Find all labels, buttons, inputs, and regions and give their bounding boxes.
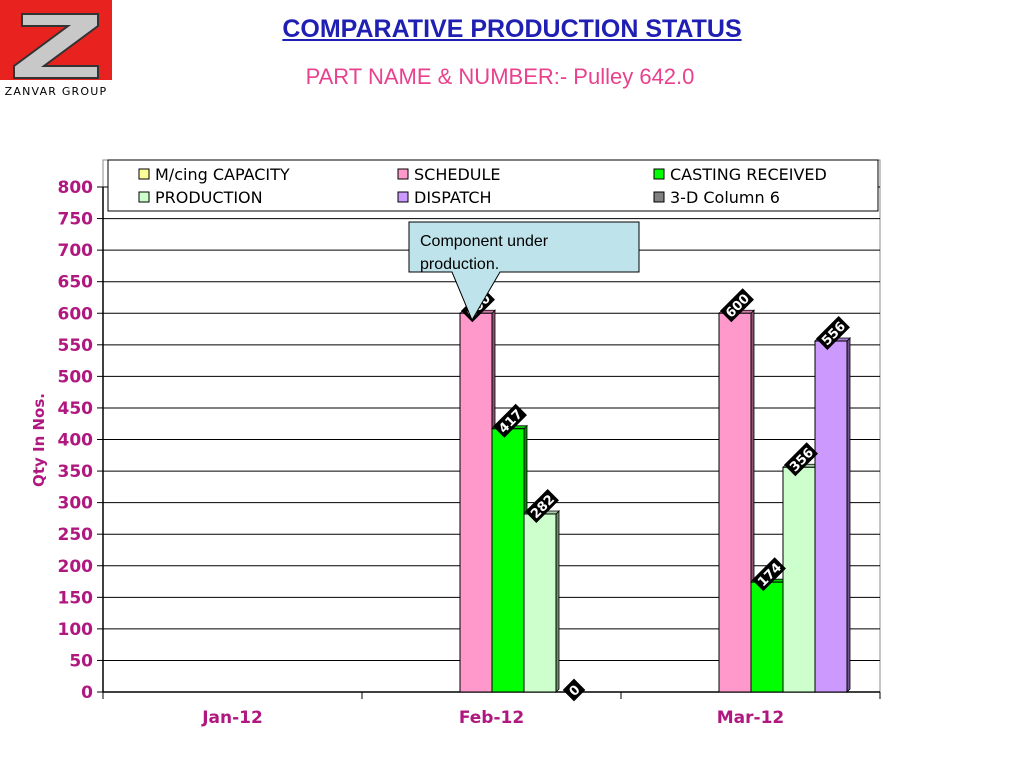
logo-band	[0, 80, 112, 100]
x-tick-label: Feb-12	[459, 708, 524, 728]
z-mark-icon	[13, 13, 99, 79]
x-axis: Jan-12 Feb-12 Mar-12	[102, 691, 881, 728]
callout-text: Component under production.	[420, 233, 549, 273]
y-tick-label: 500	[58, 367, 94, 387]
data-label-box	[525, 489, 559, 523]
bar	[814, 340, 848, 693]
y-axis-label: Qty In Nos.	[30, 393, 48, 487]
legend-label: 3-D Column 6	[670, 188, 780, 207]
legend-label: PRODUCTION	[155, 188, 263, 207]
legend-label: M/cing CAPACITY	[155, 165, 290, 184]
y-tick-label: 350	[58, 462, 94, 482]
bar	[750, 581, 784, 693]
y-tick-label: 550	[58, 336, 94, 356]
legend-swatch	[653, 168, 665, 180]
y-tick-label: 250	[58, 525, 94, 545]
legend-box	[107, 159, 879, 212]
y-tick-label: 0	[81, 683, 93, 703]
y-tick-label: 750	[58, 210, 94, 230]
y-tick-label: 300	[58, 494, 94, 514]
bars	[459, 309, 851, 693]
data-label-box	[752, 557, 786, 592]
callout-shape	[408, 221, 640, 322]
data-label-box	[720, 288, 754, 323]
legend-swatch	[653, 191, 665, 203]
y-tick-label: 450	[58, 399, 94, 419]
bar	[491, 428, 525, 693]
legend-swatch	[138, 191, 150, 203]
zanvar-logo: ZANVAR GROUP	[0, 0, 112, 100]
legend-swatch	[397, 168, 409, 180]
data-label: 600	[720, 288, 754, 323]
y-axis-ticks: 0 50 100 150 200 250 300 350 400 450 500 550 600 650 7…	[58, 178, 104, 703]
y-tick-label: 400	[58, 431, 94, 451]
y-tick-label: 650	[58, 273, 94, 293]
callout	[408, 221, 640, 322]
data-label-box	[493, 403, 527, 438]
legend-label: SCHEDULE	[414, 165, 501, 184]
bar	[459, 312, 493, 693]
legend-swatch	[397, 191, 409, 203]
legend: M/cing CAPACITY SCHEDULE CASTING RECEIVED P…	[107, 159, 879, 212]
page-title: COMPARATIVE PRODUCTION STATUS	[282, 15, 742, 43]
page-subtitle: PART NAME & NUMBER:- Pulley 642.0	[305, 64, 695, 89]
data-label-box	[816, 316, 850, 350]
y-tick-label: 700	[58, 241, 94, 261]
x-tick-label: Jan-12	[201, 708, 263, 728]
y-tick-label: 100	[58, 620, 94, 640]
logo-text: ZANVAR GROUP	[5, 85, 108, 98]
data-label: 282	[525, 489, 559, 523]
bar	[782, 466, 816, 693]
data-label-box	[784, 442, 818, 477]
y-tick-label: 200	[58, 557, 94, 577]
x-tick-label: Mar-12	[717, 708, 785, 728]
bar	[523, 513, 557, 693]
y-tick-label: 600	[58, 304, 94, 324]
y-tick-label: 800	[58, 178, 94, 198]
legend-swatch	[138, 168, 150, 180]
legend-label: CASTING RECEIVED	[670, 165, 827, 184]
bar	[718, 312, 752, 693]
legend-label: DISPATCH	[414, 188, 492, 207]
y-tick-label: 150	[58, 588, 94, 608]
y-tick-label: 50	[69, 651, 93, 671]
